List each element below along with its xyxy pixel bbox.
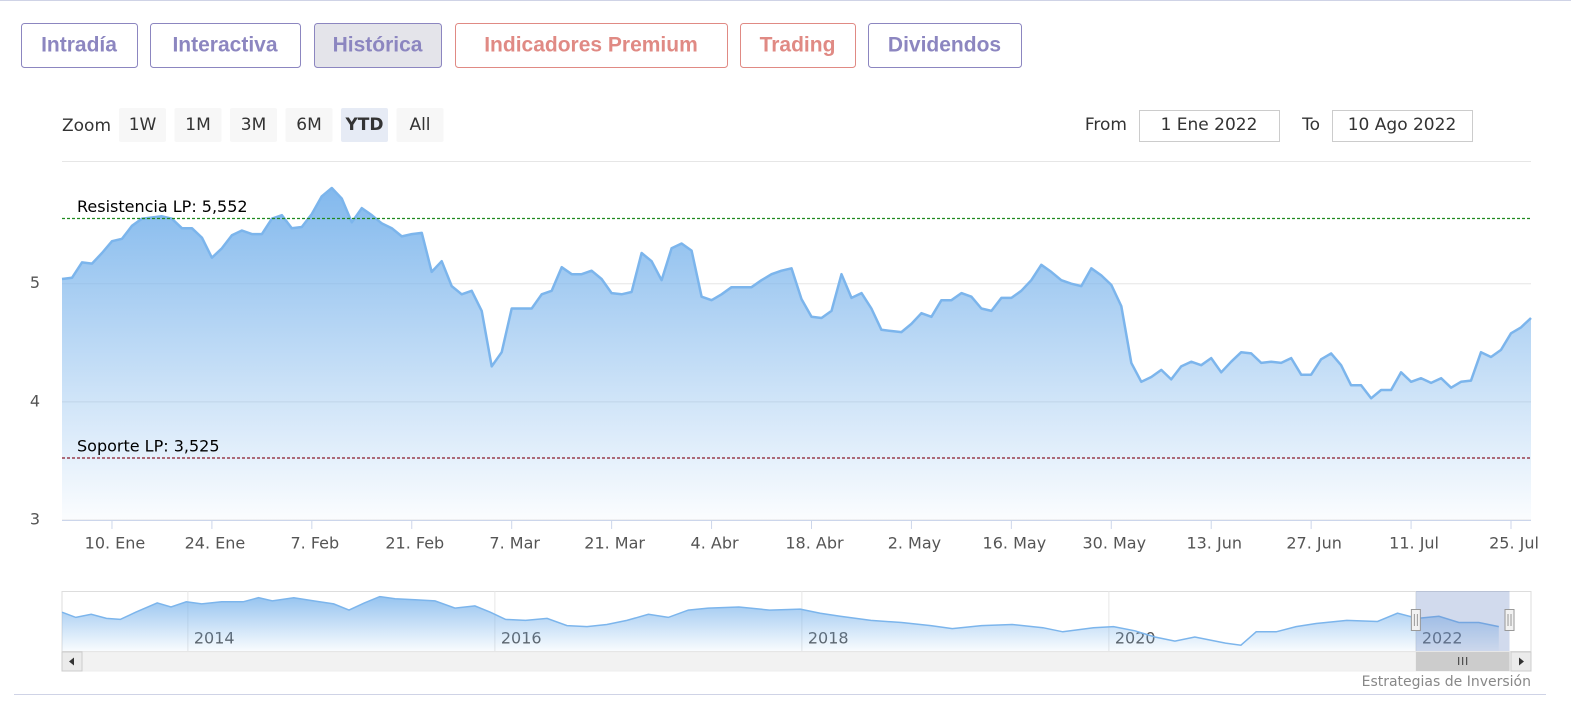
handle-grip bbox=[1507, 614, 1512, 626]
tab[interactable] bbox=[150, 23, 301, 68]
zoom-button-label[interactable]: YTD bbox=[344, 115, 383, 135]
area-fill bbox=[62, 188, 1531, 520]
zoom-button[interactable] bbox=[119, 108, 166, 142]
x-tick-label: 24. Ene bbox=[185, 534, 246, 553]
tab-label[interactable]: Interactiva bbox=[172, 34, 277, 57]
scrollbar-grip bbox=[1458, 657, 1468, 665]
navigator-line bbox=[61, 595, 1499, 646]
x-tick-label: 18. Abr bbox=[785, 534, 844, 553]
price-line bbox=[61, 186, 1532, 400]
to-label: To bbox=[1301, 115, 1320, 135]
tab-label[interactable]: Indicadores Premium bbox=[484, 34, 698, 57]
from-label: From bbox=[1085, 115, 1127, 135]
from-value[interactable]: 1 Ene 2022 bbox=[1161, 115, 1258, 135]
navigator-area bbox=[62, 596, 1499, 651]
zoom-button[interactable] bbox=[230, 108, 277, 142]
zoom-button[interactable] bbox=[285, 108, 333, 142]
tab-label[interactable]: Intradía bbox=[41, 34, 117, 57]
to-value[interactable]: 10 Ago 2022 bbox=[1348, 115, 1457, 135]
zoom-button[interactable] bbox=[174, 108, 222, 142]
x-tick-label: 21. Feb bbox=[385, 534, 444, 553]
x-tick-label: 16. May bbox=[983, 534, 1047, 553]
tab[interactable] bbox=[21, 23, 138, 68]
to-input[interactable] bbox=[1332, 110, 1473, 142]
scroll-left-arrow bbox=[69, 657, 74, 666]
navigator-selection bbox=[1415, 591, 1510, 651]
x-tick-label: 7. Mar bbox=[489, 534, 540, 553]
handle-grip bbox=[1413, 614, 1418, 626]
x-tick-label: 2. May bbox=[888, 534, 941, 553]
from-input[interactable] bbox=[1139, 110, 1280, 142]
y-tick-label: 5 bbox=[30, 273, 40, 292]
credits: Estrategias de Inversión bbox=[1362, 674, 1531, 690]
zoom-button[interactable] bbox=[396, 108, 444, 142]
zoom-button-label[interactable]: 1W bbox=[129, 115, 157, 135]
zoom-button[interactable] bbox=[341, 108, 388, 142]
tab-label[interactable]: Dividendos bbox=[888, 34, 1001, 57]
scrollbar-track bbox=[61, 651, 1532, 672]
tab[interactable] bbox=[740, 23, 856, 68]
navigator-handle[interactable] bbox=[1504, 609, 1515, 631]
x-tick-label: 25. Jul bbox=[1489, 534, 1539, 553]
x-tick-label: 10. Ene bbox=[85, 534, 146, 553]
x-tick-label: 13. Jun bbox=[1186, 534, 1242, 553]
zoom-button-label[interactable]: 1M bbox=[185, 115, 210, 135]
zoom-button-label[interactable]: All bbox=[409, 115, 430, 135]
x-tick-label: 4. Abr bbox=[691, 534, 739, 553]
x-tick-label: 7. Feb bbox=[290, 534, 339, 553]
zoom-label: Zoom bbox=[62, 116, 111, 136]
x-tick-label: 21. Mar bbox=[584, 534, 645, 553]
navigator-handle[interactable] bbox=[1410, 609, 1421, 631]
scroll-right-arrow bbox=[1519, 657, 1524, 666]
plot-line-label: Resistencia LP: 5,552 bbox=[77, 197, 248, 216]
x-tick-label: 11. Jul bbox=[1389, 534, 1439, 553]
y-tick-label: 3 bbox=[30, 510, 40, 529]
y-tick-label: 4 bbox=[30, 391, 40, 410]
tab[interactable] bbox=[314, 23, 442, 68]
x-tick-label: 30. May bbox=[1082, 534, 1146, 553]
tab-label[interactable]: Histórica bbox=[333, 34, 423, 57]
plot-line-label: Soporte LP: 3,525 bbox=[77, 436, 220, 455]
x-tick-label: 27. Jun bbox=[1286, 534, 1342, 553]
tab-label[interactable]: Trading bbox=[760, 34, 836, 57]
zoom-button-label[interactable]: 6M bbox=[296, 115, 321, 135]
tab[interactable] bbox=[868, 23, 1022, 68]
tab[interactable] bbox=[455, 23, 728, 68]
zoom-button-label[interactable]: 3M bbox=[241, 115, 266, 135]
